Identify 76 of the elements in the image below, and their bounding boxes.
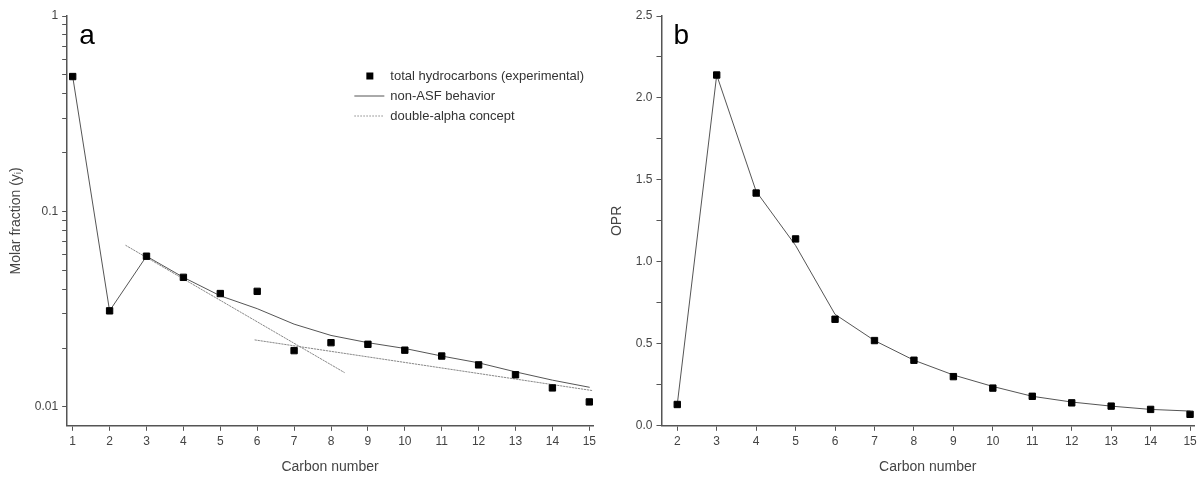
x-tick-label: 15	[582, 434, 597, 449]
legend-label: double-alpha concept	[390, 107, 516, 123]
point	[438, 352, 446, 360]
y-tick-label: 1.5	[635, 172, 653, 187]
x-tick-label: 4	[752, 434, 760, 449]
point	[105, 307, 114, 315]
point	[949, 372, 958, 381]
point	[1107, 402, 1115, 410]
point	[474, 361, 483, 369]
x-tick-label: 12	[471, 434, 486, 449]
y-axis-title: Molar fraction (yᵢ)	[7, 167, 24, 275]
x-tick-label: 11	[435, 434, 449, 449]
point	[1068, 399, 1076, 407]
y-tick-label: 0.5	[635, 336, 653, 351]
annotation: a	[79, 18, 96, 50]
x-tick-label: 3	[143, 434, 151, 449]
point	[1186, 410, 1194, 419]
x-tick-label: 10	[398, 434, 412, 449]
point	[511, 371, 520, 379]
x-tick-label: 13	[508, 434, 523, 449]
x-tick-label: 8	[327, 434, 335, 449]
legend-label: total hydrocarbons (experimental)	[390, 67, 585, 83]
x-tick-label: 7	[871, 434, 879, 449]
point	[1146, 405, 1155, 414]
x-tick-label: 9	[364, 434, 372, 449]
x-tick-label: 15	[1183, 434, 1198, 449]
x-tick-label: 12	[1065, 434, 1079, 449]
point	[673, 400, 681, 409]
point	[791, 235, 800, 243]
x-tick-label: 11	[1026, 434, 1039, 449]
point	[364, 340, 372, 348]
x-tick-label: 2	[673, 434, 681, 449]
point	[1028, 392, 1036, 400]
y-tick-label: 2.0	[635, 90, 653, 105]
y-tick-label: 1	[51, 8, 59, 23]
point	[910, 356, 918, 364]
point	[870, 336, 879, 345]
x-tick-label: 6	[831, 434, 839, 449]
point	[752, 189, 760, 197]
x-tick-label: 7	[290, 434, 298, 449]
x-tick-label: 5	[216, 434, 224, 449]
x-tick-label: 13	[1104, 434, 1119, 449]
y-tick-label: 0.01	[34, 399, 59, 414]
point	[989, 384, 997, 392]
point	[401, 346, 409, 354]
x-tick-label: 3	[713, 434, 721, 449]
point	[548, 384, 557, 392]
point	[179, 273, 188, 282]
point	[290, 346, 298, 355]
y-tick-label: 2.5	[635, 8, 653, 23]
point	[585, 398, 593, 406]
x-tick-label: 14	[1143, 434, 1158, 449]
point	[831, 315, 839, 323]
legend-label: non-ASF behavior	[390, 87, 496, 103]
x-tick-label: 5	[792, 434, 800, 449]
x-axis-title: Carbon number	[281, 458, 380, 475]
x-tick-label: 2	[106, 434, 114, 449]
y-tick-label: 1.0	[635, 254, 653, 269]
x-tick-label: 10	[986, 434, 1000, 449]
y-tick-label: 0.1	[41, 203, 59, 218]
point	[69, 72, 77, 81]
x-tick-label: 8	[910, 434, 918, 449]
point	[142, 252, 151, 260]
x-tick-label: 4	[180, 434, 188, 449]
point	[327, 339, 335, 347]
x-tick-label: 6	[253, 434, 261, 449]
x-tick-label: 14	[545, 434, 560, 449]
x-axis-title: Carbon number	[879, 458, 977, 475]
point	[253, 287, 261, 296]
x-tick-label: 1	[69, 434, 77, 449]
point	[216, 289, 224, 298]
x-tick-label: 9	[950, 434, 958, 449]
y-axis-title: OPR	[608, 205, 625, 237]
point	[713, 71, 721, 79]
y-tick-label: 0.0	[635, 418, 653, 433]
annotation: b	[673, 18, 690, 50]
